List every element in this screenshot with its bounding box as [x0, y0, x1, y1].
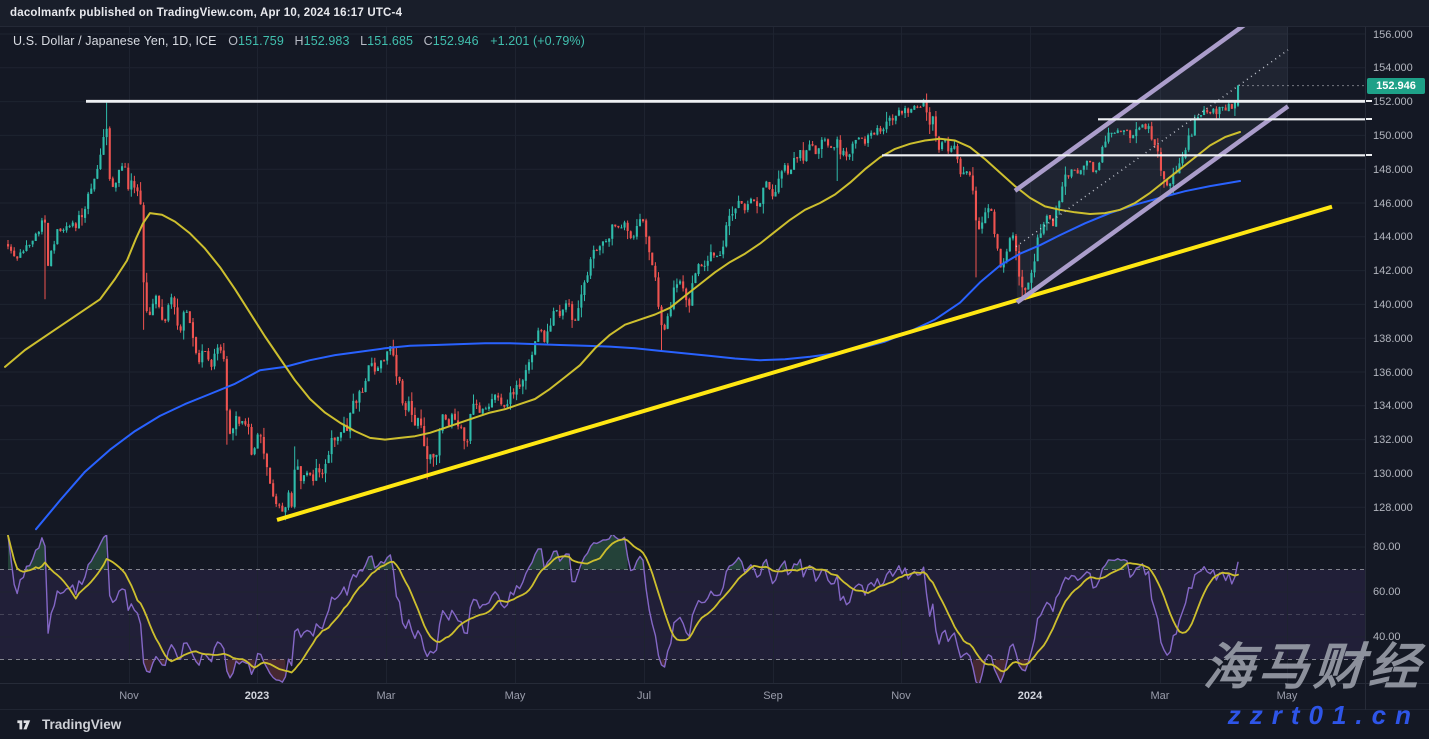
rsi-axis-tick: 40.00: [1373, 630, 1401, 643]
low-value: 151.685: [367, 34, 414, 48]
rsi-pane[interactable]: [0, 534, 1365, 683]
time-axis-label: May: [504, 690, 526, 702]
channel-fill: [1015, 27, 1288, 303]
time-axis-label: Nov: [891, 690, 911, 702]
rsi-chart-canvas[interactable]: [0, 535, 1365, 683]
price-axis[interactable]: 152.946 156.000 154.000 152.000 150.000 148.…: [1365, 27, 1429, 683]
time-axis-label: 2024: [1017, 690, 1043, 702]
snapshot-header: dacolmanfx published on TradingView.com,…: [0, 0, 1429, 27]
price-axis-tick: 146.000: [1373, 197, 1413, 210]
price-axis-tick: 132.000: [1373, 434, 1413, 447]
price-axis-tick: 136.000: [1373, 366, 1413, 379]
trendline[interactable]: [276, 204, 1333, 522]
axis-line-mark: [1366, 118, 1372, 121]
ma-slow-line: [35, 180, 1241, 531]
channel-median-line[interactable]: [1015, 49, 1289, 248]
high-label: H: [294, 34, 304, 48]
axis-line-mark: [1366, 154, 1372, 157]
symbol-title: U.S. Dollar / Japanese Yen, 1D, ICE: [13, 34, 217, 48]
change-value: +1.201 (+0.79%): [490, 34, 585, 48]
footer-bar: TradingView: [0, 710, 1429, 739]
price-chart-canvas[interactable]: [0, 27, 1365, 534]
low-label: L: [360, 34, 368, 48]
time-axis-label: Mar: [1150, 690, 1170, 702]
open-value: 151.759: [238, 34, 284, 48]
support-resistance-lines[interactable]: [86, 99, 1365, 157]
price-axis-tick: 156.000: [1373, 28, 1413, 41]
channel-upper-line[interactable]: [1013, 27, 1288, 193]
open-label: O: [228, 34, 239, 48]
time-axis-label: May: [1276, 690, 1298, 702]
time-axis-label: Jul: [636, 690, 652, 702]
rsi-band-fill: [0, 569, 1365, 660]
time-axis-label: Nov: [119, 690, 139, 702]
axis-corner: [1365, 683, 1429, 710]
rsi-axis-tick: 80.00: [1373, 540, 1401, 553]
price-axis-tick: 144.000: [1373, 231, 1413, 244]
time-axis-label: Sep: [763, 690, 783, 702]
price-axis-tick: 142.000: [1373, 265, 1413, 278]
axis-line-mark: [1366, 100, 1372, 103]
price-axis-tick: 148.000: [1373, 163, 1413, 176]
close-label: C: [423, 34, 433, 48]
candles: [7, 85, 1240, 521]
rsi-grid: [0, 535, 1365, 683]
price-axis-tick: 134.000: [1373, 400, 1413, 413]
ma-fast-line: [4, 131, 1241, 441]
price-axis-tick: 150.000: [1373, 129, 1413, 142]
tradingview-logo-icon[interactable]: [16, 717, 34, 732]
time-axis-label: Mar: [376, 690, 396, 702]
rsi-axis-tick: 60.00: [1373, 585, 1401, 598]
close-value: 152.946: [432, 34, 479, 48]
high-value: 152.983: [303, 34, 350, 48]
price-axis-tick: 140.000: [1373, 298, 1413, 311]
published-line: dacolmanfx published on TradingView.com,…: [10, 7, 403, 19]
price-axis-tick: 154.000: [1373, 62, 1413, 75]
price-axis-tick: 138.000: [1373, 332, 1413, 345]
price-axis-tick: 152.000: [1373, 96, 1413, 109]
last-price-badge: 152.946: [1367, 77, 1425, 94]
time-axis[interactable]: Nov 2023 Mar May Jul Sep Nov 2024 Mar May: [0, 683, 1429, 710]
rsi-ma-line: [7, 535, 1239, 674]
channel-lower-line[interactable]: [1015, 104, 1290, 305]
symbol-legend: U.S. Dollar / Japanese Yen, 1D, ICE O151…: [13, 34, 585, 48]
price-axis-tick: 128.000: [1373, 501, 1413, 514]
price-axis-tick: 130.000: [1373, 467, 1413, 480]
price-pane[interactable]: U.S. Dollar / Japanese Yen, 1D, ICE O151…: [0, 27, 1365, 534]
time-axis-label: 2023: [244, 690, 270, 702]
tradingview-brand[interactable]: TradingView: [42, 717, 122, 732]
